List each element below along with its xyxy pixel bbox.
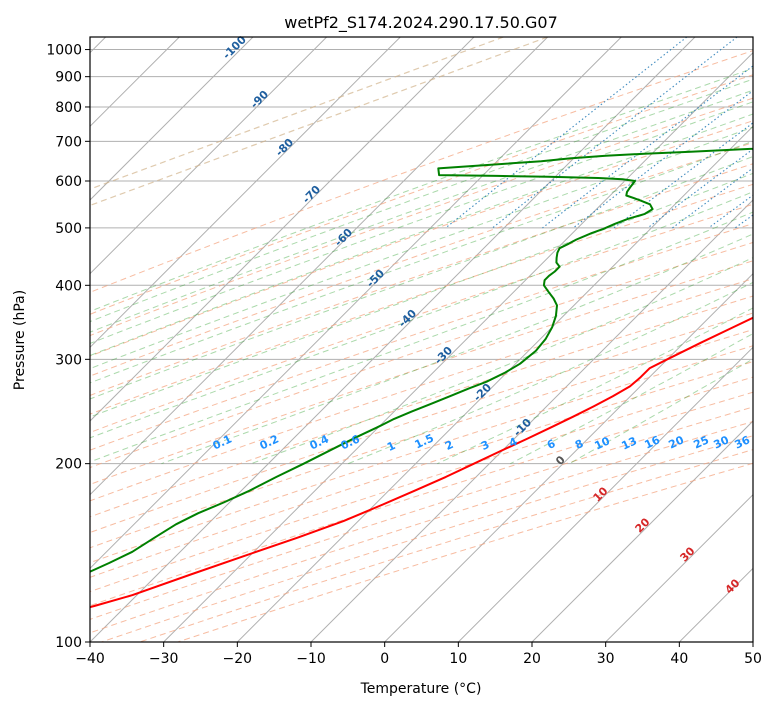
- dry-adiabat: [90, 142, 753, 377]
- dewpoint-profile-line: [90, 147, 753, 573]
- moist-adiabat: [250, 257, 753, 465]
- dry-adiabat: [90, 278, 753, 502]
- isotherm-gridline: [90, 37, 475, 422]
- isotherm-gridline: [163, 51, 753, 642]
- isotherm-gridline: [384, 272, 753, 642]
- isotherm-gridline: [457, 346, 753, 642]
- isotherm-gridline: [605, 493, 753, 642]
- y-tick-label: 700: [55, 134, 82, 150]
- dry-adiabat: [90, 74, 753, 315]
- moist-adiabat: [90, 172, 753, 418]
- isotherm-gridline: [90, 37, 622, 570]
- moist-adiabat: [90, 67, 753, 312]
- dry-adiabat: [90, 183, 753, 415]
- x-tick-label: 40: [670, 651, 688, 667]
- moist-adiabat: [347, 281, 753, 465]
- isotherm-gridline: [90, 37, 328, 275]
- dry-adiabat: [90, 97, 753, 337]
- y-tick-label: 600: [55, 174, 82, 190]
- isotherm-gridline: [90, 37, 401, 349]
- mixing-ratio-label: 10: [593, 434, 613, 452]
- isotherm-gridline: [236, 125, 753, 642]
- dry-adiabat: [90, 120, 753, 357]
- plot-frame: [89, 36, 754, 643]
- isotherm-gridline: [531, 420, 753, 642]
- moist-adiabat: [90, 156, 753, 400]
- dry-adiabat: [90, 260, 753, 485]
- y-axis-title: Pressure (hPa): [12, 290, 28, 390]
- chart-title: wetPf2_S174.2024.290.17.50.G07: [284, 13, 558, 33]
- x-tick-label: −30: [149, 651, 179, 667]
- isotherm-gridline: [310, 199, 753, 642]
- mixing-ratio-label: 20: [667, 433, 687, 451]
- x-tick-label: −10: [296, 651, 326, 667]
- dry-adiabat: [90, 223, 753, 451]
- y-tick-label: 300: [55, 352, 82, 368]
- isotherm-gridline: [90, 37, 549, 496]
- y-tick-label: 900: [55, 70, 82, 86]
- isotherm-gridline: [90, 37, 254, 201]
- mixing-ratio-label: 36: [733, 433, 753, 451]
- mixing-ratio-label: 16: [643, 433, 663, 451]
- dry-adiabat: [90, 312, 753, 534]
- dry-adiabat: [90, 50, 753, 293]
- x-tick-label: 20: [523, 651, 541, 667]
- frost-curve: [90, 37, 548, 207]
- mixing-ratio-label: 30: [712, 433, 732, 451]
- x-tick-label: 0: [380, 651, 389, 667]
- moist-adiabat: [90, 126, 753, 370]
- moist-adiabat: [90, 113, 753, 357]
- y-tick-label: 1000: [46, 43, 82, 59]
- x-tick-label: −40: [75, 651, 105, 667]
- mixing-ratio-line: [542, 65, 753, 229]
- mixing-ratio-line: [492, 37, 738, 229]
- mixing-ratio-line: [572, 90, 753, 229]
- moist-adiabat: [90, 211, 753, 463]
- dry-adiabat: [90, 361, 753, 578]
- dry-adiabat: [90, 391, 753, 607]
- frost-curve: [90, 37, 504, 190]
- moist-adiabat: [90, 89, 753, 333]
- temperature-profile-line: [90, 316, 753, 609]
- x-tick-label: 10: [449, 651, 467, 667]
- y-tick-label: 800: [55, 100, 82, 116]
- dry-adiabat: [90, 329, 753, 549]
- moist-adiabat: [90, 78, 753, 323]
- x-tick-label: 50: [744, 651, 762, 667]
- isotherm-gridline: [90, 37, 696, 642]
- moist-adiabat: [90, 140, 753, 384]
- x-axis-title: Temperature (°C): [360, 681, 482, 697]
- y-tick-label: 400: [55, 278, 82, 294]
- y-tick-label: 500: [55, 221, 82, 237]
- x-tick-label: −20: [223, 651, 253, 667]
- mixing-ratio-label: 25: [692, 433, 711, 451]
- mixing-ratio-line: [672, 167, 753, 229]
- moist-adiabat: [90, 101, 753, 344]
- mixing-ratio-label: 13: [620, 434, 639, 452]
- y-tick-label: 200: [55, 457, 82, 473]
- dry-adiabat: [90, 163, 753, 396]
- y-tick-label: 100: [55, 635, 82, 651]
- x-tick-label: 30: [597, 651, 615, 667]
